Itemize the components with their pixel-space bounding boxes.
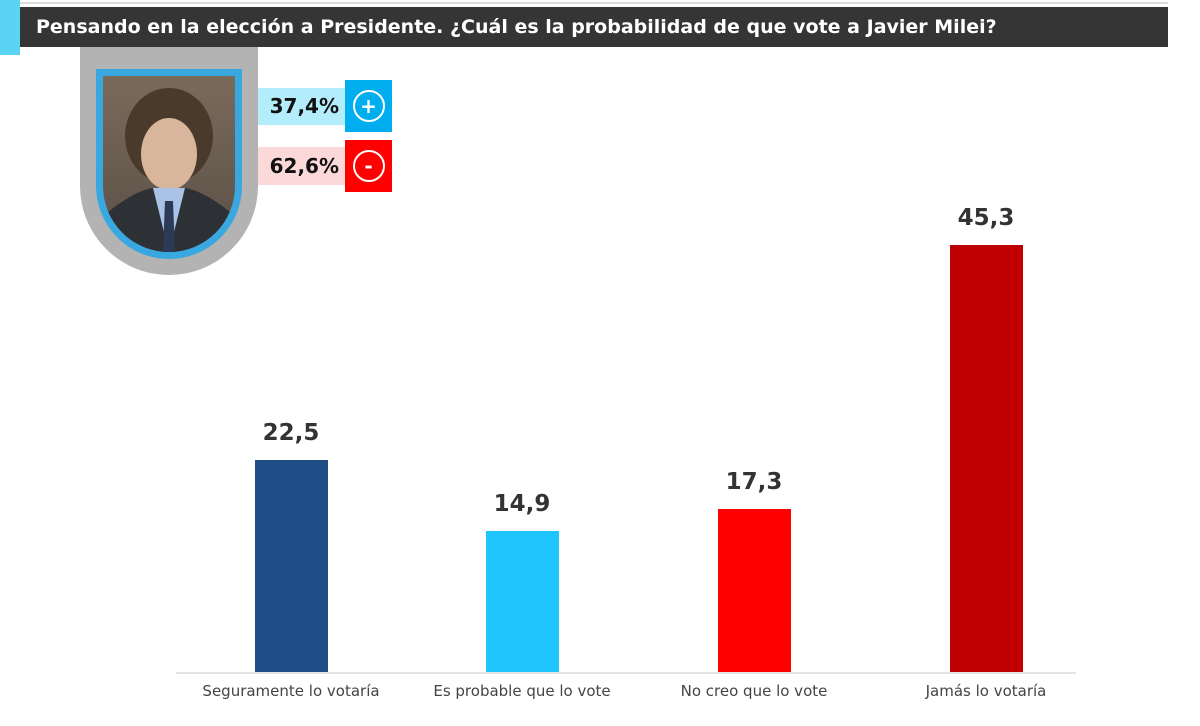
value-label: 22,5 (262, 419, 320, 446)
category-label: No creo que lo vote (680, 682, 828, 700)
negative-value: 62,6% (269, 154, 339, 178)
value-label: 17,3 (725, 468, 783, 495)
negative-box: - (345, 140, 392, 192)
plus-circle-icon: + (352, 90, 385, 122)
title-accent (0, 0, 20, 55)
category-label: Es probable que lo vote (433, 682, 611, 700)
category-label: Seguramente lo votaría (202, 682, 380, 700)
bar-2 (718, 508, 791, 672)
chart-title: Pensando en la elección a Presidente. ¿C… (20, 7, 1168, 47)
candidate-photo (103, 76, 235, 252)
bar-0 (255, 459, 328, 672)
minus-circle-icon: - (352, 150, 385, 182)
value-label: 45,3 (957, 204, 1015, 231)
bar-3 (950, 244, 1023, 672)
bar-1 (486, 531, 559, 672)
top-rule (20, 2, 1168, 4)
negative-percentage: 62,6% (258, 147, 345, 185)
x-axis-line (176, 672, 1076, 674)
category-label: Jamás lo votaría (925, 682, 1047, 700)
positive-value: 37,4% (269, 94, 339, 118)
positive-percentage: 37,4% (258, 88, 345, 125)
value-label: 14,9 (493, 491, 551, 518)
positive-box: + (345, 80, 392, 132)
